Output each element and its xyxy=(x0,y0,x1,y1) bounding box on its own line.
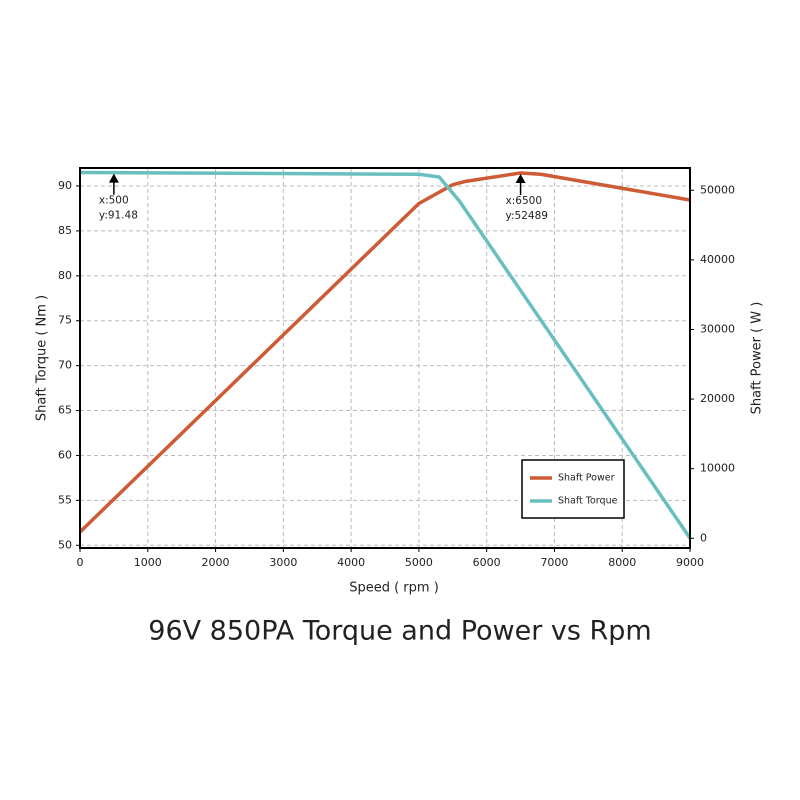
y-tick-label: 70 xyxy=(58,359,72,372)
legend-label: Shaft Power xyxy=(558,473,615,484)
y-tick-label: 85 xyxy=(58,224,72,237)
chart-title: 96V 850PA Torque and Power vs Rpm xyxy=(148,616,651,647)
y-tick-label: 80 xyxy=(58,269,72,282)
x-tick-label: 9000 xyxy=(676,556,704,569)
y-tick-label: 75 xyxy=(58,314,72,327)
x-axis-label: Speed ( rpm ) xyxy=(349,581,439,596)
y-tick-label: 60 xyxy=(58,448,72,461)
x-tick-label: 2000 xyxy=(202,556,230,569)
y2-tick-label: 40000 xyxy=(700,253,735,266)
x-tick-label: 5000 xyxy=(405,556,433,569)
legend-box xyxy=(521,459,625,519)
x-tick-label: 7000 xyxy=(540,556,568,569)
x-tick-label: 6000 xyxy=(473,556,501,569)
annotation-text: x:500 xyxy=(99,195,129,207)
y2-tick-label: 0 xyxy=(700,531,707,544)
plot-frame xyxy=(79,167,691,549)
annotation-arrowhead xyxy=(515,173,526,183)
y2-tick-label: 20000 xyxy=(700,392,735,405)
x-tick-label: 3000 xyxy=(269,556,297,569)
annotation-arrowhead xyxy=(108,173,119,183)
series-line xyxy=(78,171,691,534)
annotation-text: y:52489 xyxy=(506,210,548,222)
annotation-text: y:91.48 xyxy=(99,210,138,222)
y-tick-label: 65 xyxy=(58,404,72,417)
y-tick-label: 55 xyxy=(58,493,72,506)
y2-tick-label: 10000 xyxy=(700,462,735,475)
x-tick-label: 0 xyxy=(77,556,84,569)
y2-tick-label: 50000 xyxy=(700,183,735,196)
annotation-text: x:6500 xyxy=(506,195,542,207)
legend-label: Shaft Torque xyxy=(558,496,618,507)
y2-tick-label: 30000 xyxy=(700,322,735,335)
y-tick-label: 90 xyxy=(58,179,72,192)
x-tick-label: 4000 xyxy=(337,556,365,569)
x-tick-label: 1000 xyxy=(134,556,162,569)
series-line xyxy=(79,170,692,540)
y-axis-label: Shaft Torque ( Nm ) xyxy=(35,295,50,421)
y2-axis-label: Shaft Power ( W ) xyxy=(750,302,765,415)
y-tick-label: 50 xyxy=(58,538,72,551)
x-tick-label: 8000 xyxy=(608,556,636,569)
